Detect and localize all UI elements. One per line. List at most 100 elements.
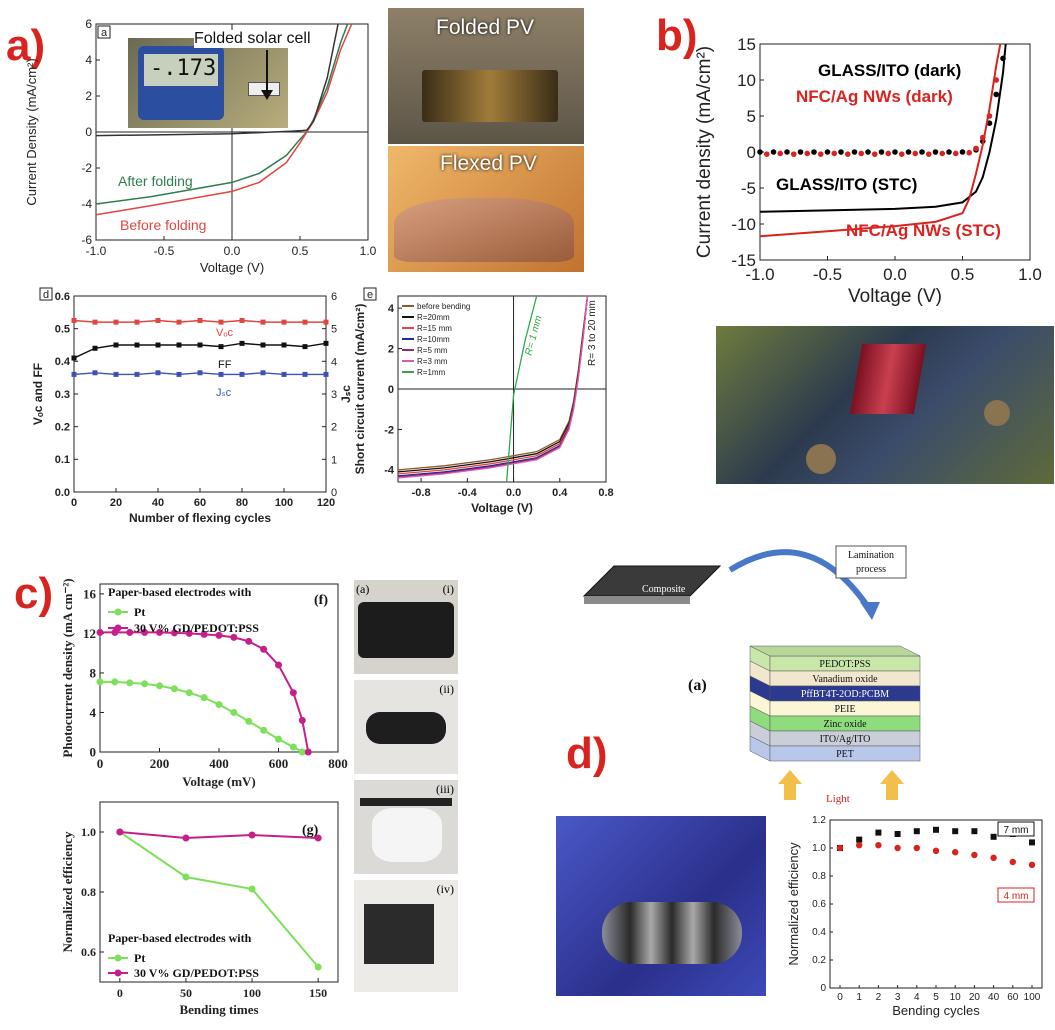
- legend-entry: Pt: [134, 951, 145, 965]
- data-point-0: [182, 873, 190, 881]
- x-tick-label: 0.0: [883, 265, 907, 284]
- series-line-2: [759, 43, 1007, 213]
- flexed-pv-photo: Flexed PV: [388, 146, 584, 272]
- data-point-1: [275, 661, 282, 669]
- x-tick-label: 20: [110, 497, 122, 509]
- annotation-r3-20: R= 3 to 20 mm: [587, 300, 598, 366]
- y-tick-label: 0.2: [812, 955, 826, 966]
- y-tick-label: 1.2: [812, 815, 826, 826]
- data-point-1: [844, 151, 851, 157]
- data-point-0: [230, 708, 238, 716]
- data-point-0: [289, 743, 297, 751]
- layer-label: PEDOT:PSS: [819, 659, 870, 670]
- x-tick-label: 1.0: [1018, 265, 1042, 284]
- data-point-1: [134, 342, 140, 348]
- x-tick-label: -0.5: [813, 265, 842, 284]
- y2-tick-label: 4: [331, 356, 337, 368]
- data-point-0: [905, 149, 912, 155]
- annotation-1: NFC/Ag NWs (dark): [796, 87, 953, 106]
- x-tick-label: 0: [97, 756, 104, 771]
- data-point-1: [925, 151, 932, 157]
- y-tick-label: 1.0: [81, 825, 96, 839]
- legend-entry: R=20mm: [417, 313, 450, 322]
- data-point-0: [239, 318, 245, 323]
- data-point-1: [804, 150, 811, 157]
- x-tick-label: -1.0: [86, 244, 107, 258]
- data-point-7mm: [856, 836, 863, 843]
- data-point-4mm: [1028, 861, 1036, 868]
- data-point-0: [260, 726, 268, 734]
- data-point-4mm: [875, 842, 882, 849]
- x-tick-label: 3: [895, 992, 901, 1003]
- data-point-1: [858, 150, 865, 157]
- light-arrow-shaft: [886, 782, 898, 800]
- y-tick-label: -4: [81, 197, 92, 211]
- layer-label: PEIE: [834, 704, 855, 715]
- panel-tag-box: [97, 25, 111, 39]
- stack-top: [749, 645, 921, 657]
- x-axis-label: Bending times: [179, 1002, 258, 1017]
- data-point-0: [993, 91, 1000, 98]
- y-tick-label: 0.1: [55, 454, 70, 466]
- legend-entry: R=5 mm: [417, 346, 448, 355]
- y-tick-label: 0.6: [81, 945, 96, 959]
- data-point-0: [946, 149, 952, 155]
- layer-label: Vanadium oxide: [812, 674, 878, 685]
- data-point-1: [298, 716, 306, 724]
- data-point-1: [912, 150, 919, 157]
- x-tick-label: 100: [1024, 992, 1041, 1003]
- data-point-1: [302, 344, 308, 350]
- data-point-0: [111, 678, 119, 686]
- data-point-4mm: [932, 847, 940, 854]
- y-tick-label: -2: [384, 424, 394, 436]
- device-stack-diagram: Composite Lamination process PEDOT:PSS Vanad…: [582, 545, 921, 805]
- annotation-0: GLASS/ITO (dark): [818, 61, 961, 80]
- legend-title: Paper-based electrodes with: [108, 585, 252, 599]
- y-tick-label: 2: [85, 89, 92, 103]
- data-point-1: [790, 151, 797, 157]
- y-tick-label: 1.0: [812, 843, 826, 854]
- legend-entry: before bending: [417, 302, 470, 311]
- data-point-0: [298, 748, 306, 756]
- chart-a: -1.0 -0.5 0.0 0.5 1.0 -6 -4 -2 0 2 4 6 Voltage (V) Cu…: [24, 17, 377, 275]
- light-arrow-head: [778, 770, 802, 784]
- y-tick-label: 0.5: [55, 324, 70, 336]
- data-point-2: [239, 371, 245, 377]
- data-point-1: [200, 630, 208, 638]
- data-point-0: [986, 120, 993, 126]
- data-point-0: [141, 680, 149, 688]
- y-tick-label: 0.4: [812, 927, 826, 938]
- panel-tag: a: [101, 27, 108, 39]
- sub-i-label: (i): [442, 582, 454, 596]
- data-point-0: [92, 319, 98, 325]
- data-point-1: [96, 628, 104, 636]
- data-point-1: [176, 342, 182, 348]
- y-axis-label: Short circuit current (mA/cm²): [353, 304, 367, 475]
- x-tick-label: 50: [180, 986, 192, 1000]
- panel-tag: d: [43, 289, 49, 301]
- panel-tag: e: [367, 289, 373, 301]
- data-point-1: [156, 628, 163, 636]
- y-tick-label: 0.3: [55, 389, 70, 401]
- series-line-1: [95, 23, 353, 216]
- data-point-0: [197, 318, 203, 323]
- data-point-1: [71, 355, 77, 361]
- y2-tick-label: 6: [331, 291, 337, 303]
- x-axis-label: Voltage (V): [200, 260, 264, 275]
- y-tick-label: 0.8: [81, 885, 96, 899]
- diagram-label: (a): [688, 677, 707, 694]
- data-point-0: [838, 149, 844, 155]
- data-point-0: [770, 149, 777, 155]
- data-point-0: [919, 149, 925, 155]
- lamination-label-2: process: [856, 564, 886, 575]
- panel-tag: (g): [302, 823, 319, 838]
- series-line-5: [397, 295, 589, 479]
- data-point-1: [185, 629, 193, 637]
- y-tick-label: -2: [81, 161, 92, 175]
- data-point-0: [275, 735, 282, 743]
- y-tick-label: -15: [731, 251, 756, 270]
- data-point-1: [116, 828, 124, 836]
- data-point-0: [811, 149, 817, 155]
- layer-label: PET: [836, 749, 854, 760]
- data-point-0: [113, 319, 119, 325]
